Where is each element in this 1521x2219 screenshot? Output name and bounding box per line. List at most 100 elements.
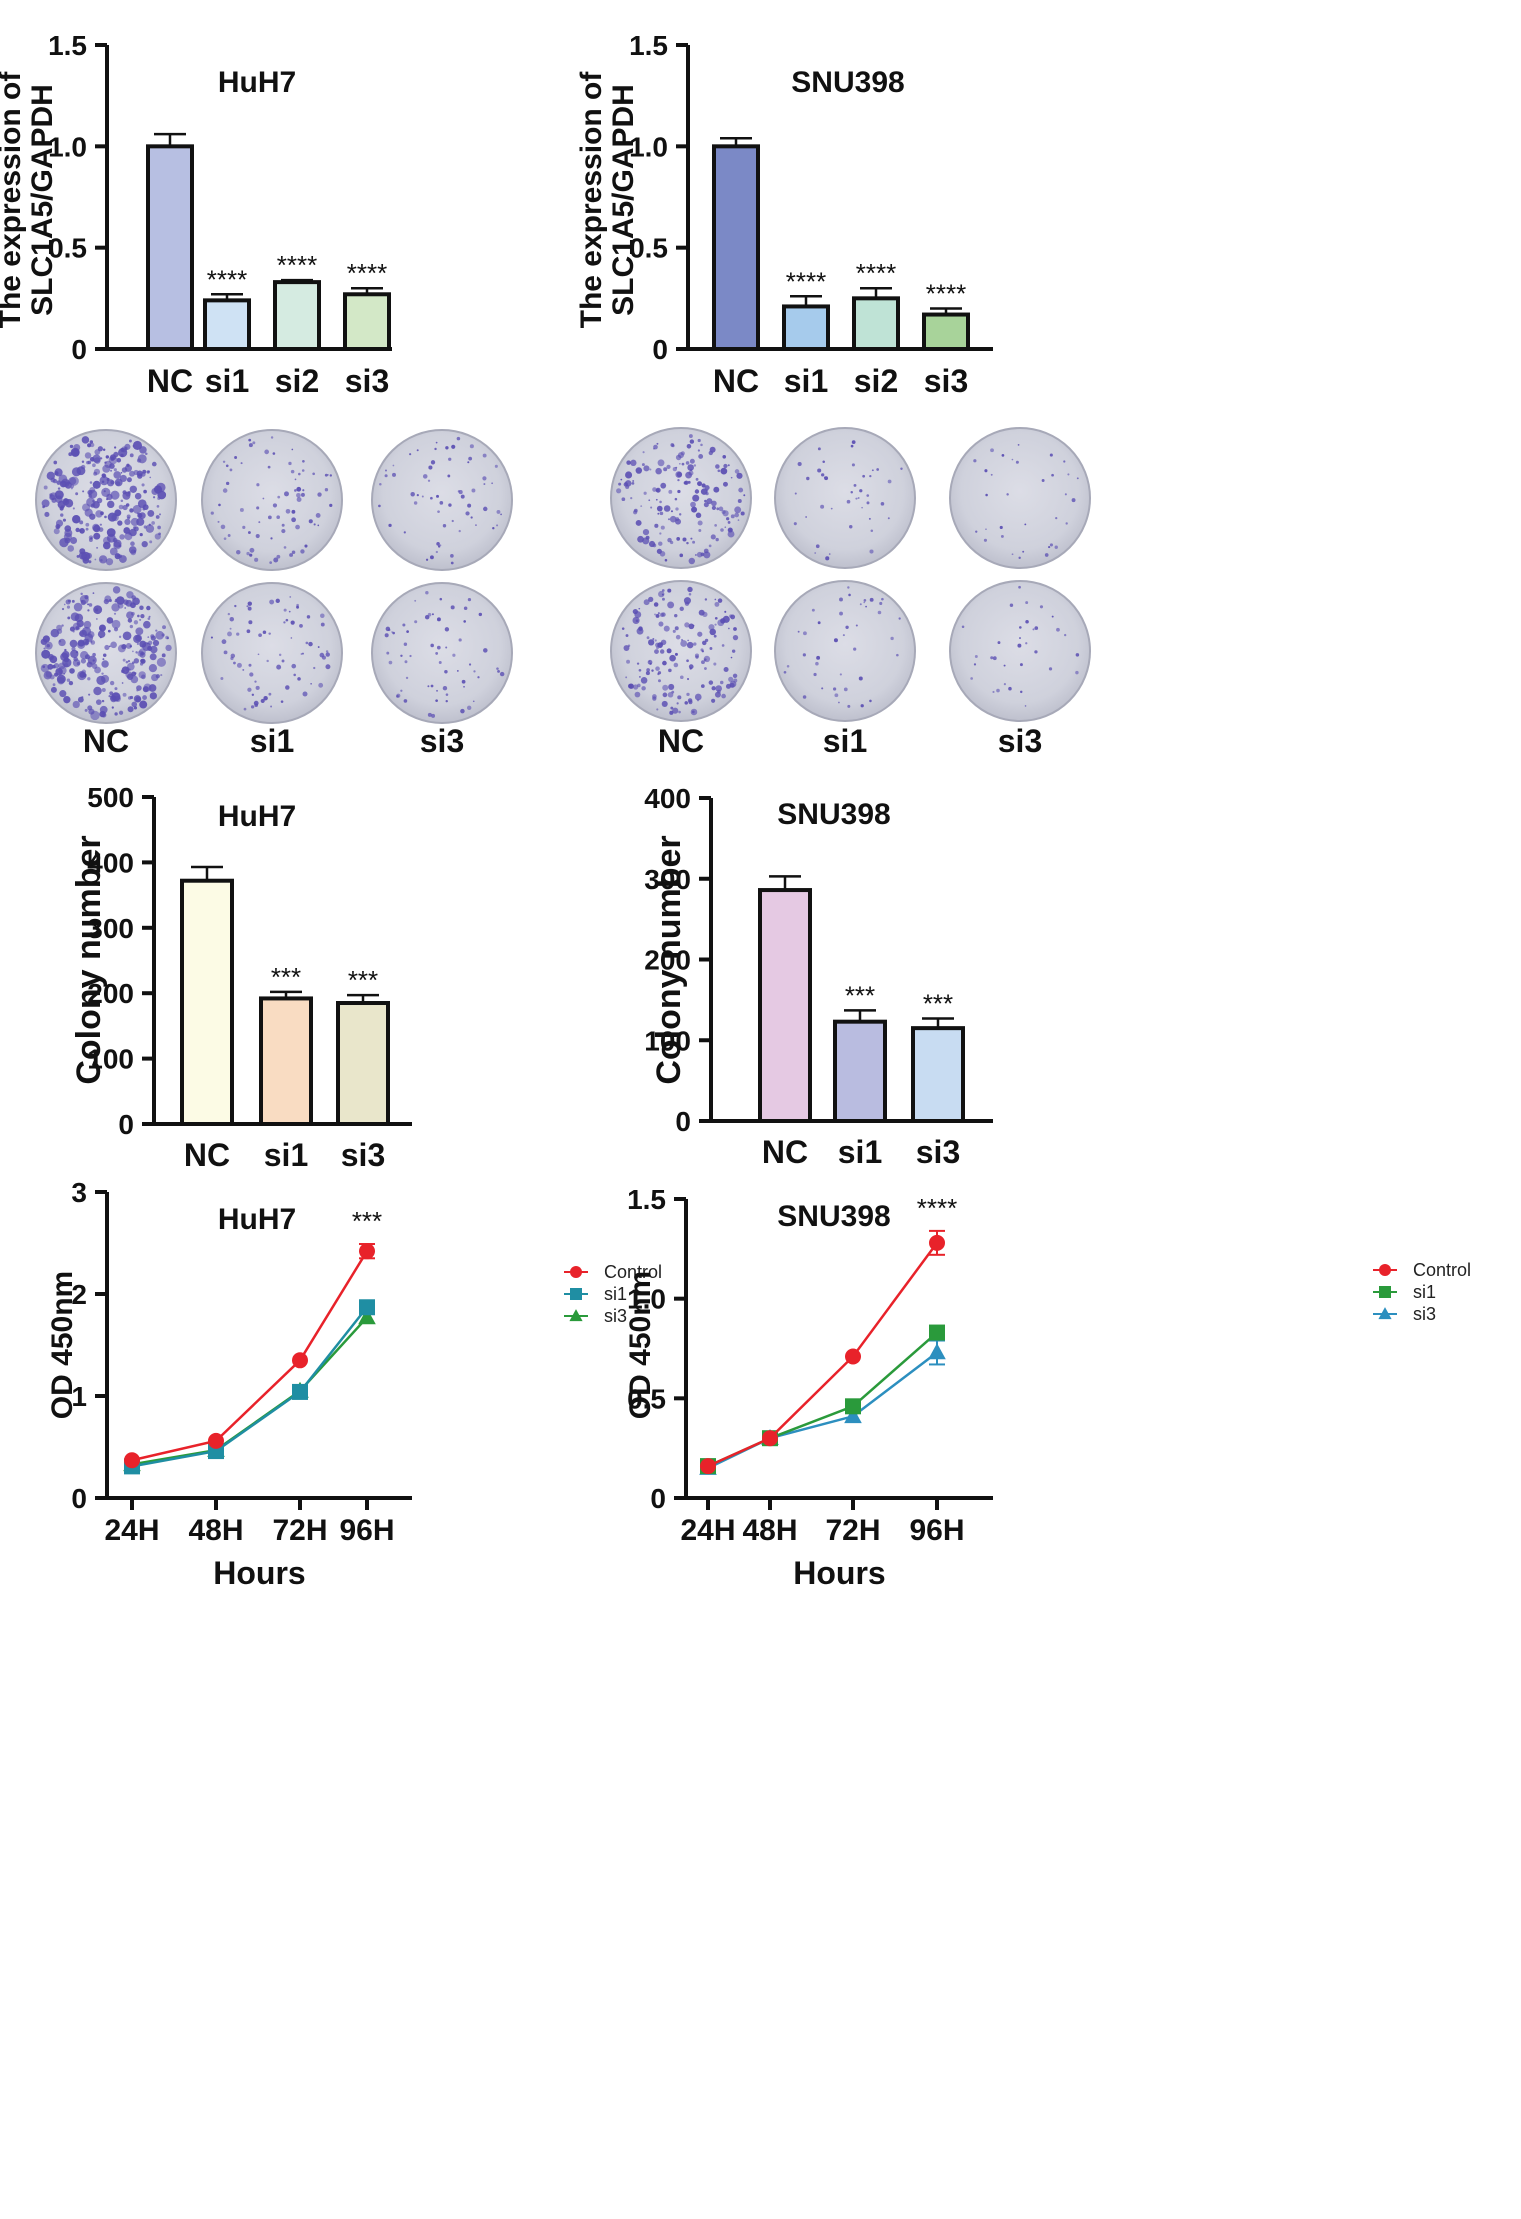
colony-dot (1064, 633, 1067, 637)
colony-dot (702, 640, 707, 646)
colony-dot (79, 529, 82, 532)
colony-dot (430, 460, 436, 465)
colony-dot (973, 663, 977, 666)
colony-dot (71, 448, 80, 457)
colony-dot (697, 438, 701, 443)
colony-dot (72, 700, 80, 709)
colony-dot (656, 442, 659, 445)
colony-dot (155, 674, 160, 679)
colony-dot (290, 469, 295, 474)
colony-dot (63, 657, 70, 663)
colony-dot (79, 671, 86, 678)
significance-label: **** (856, 258, 896, 288)
colony-dot (92, 500, 95, 502)
data-point (292, 1383, 308, 1400)
significance-label: *** (348, 965, 378, 995)
colony-dot (84, 641, 89, 645)
colony-dot (151, 521, 155, 525)
colony-dot (236, 662, 242, 668)
colony-dot (659, 532, 662, 535)
colony-dot (666, 464, 671, 469)
colony-dot (802, 695, 807, 699)
colony-dot (496, 509, 501, 514)
colony-dot (160, 674, 163, 677)
colony-dot (483, 483, 486, 486)
bar (336, 1001, 390, 1127)
colony-dot (730, 614, 736, 620)
colony-dot (673, 662, 679, 668)
chart-title: SNU398 (791, 66, 904, 99)
x-tick-label: si2 (275, 363, 319, 399)
colony-dot (737, 519, 740, 521)
colony-dot (1003, 664, 1006, 667)
colony-dot (124, 464, 132, 472)
colony-dot (851, 440, 856, 444)
colony-dot (108, 695, 111, 698)
colony-dot (1048, 546, 1051, 549)
colony-dot (687, 464, 694, 471)
colony-dot (147, 509, 155, 517)
colony-dot (470, 516, 473, 519)
colony-dot (127, 659, 131, 663)
colony-dot (715, 464, 720, 469)
colony-dot (450, 553, 454, 558)
colony-dot (99, 705, 108, 714)
colony-dot (143, 620, 151, 629)
series-line (707, 1242, 939, 1468)
colony-dot (635, 619, 639, 623)
colony-dot (409, 654, 412, 658)
colony-dot (80, 599, 84, 603)
legend-label: si1 (1413, 1282, 1436, 1302)
legend-marker (570, 1288, 582, 1300)
colony-dot (436, 617, 441, 622)
colony-dot (700, 443, 703, 447)
colony-dot (89, 481, 93, 484)
colony-dot (839, 673, 842, 676)
colony-dot (436, 689, 438, 692)
colony-dot (127, 706, 134, 713)
colony-dot (1051, 615, 1054, 618)
colony-dot (141, 652, 144, 655)
colony-dot (277, 495, 281, 499)
colony-dot (301, 652, 304, 655)
data-point (928, 1343, 946, 1360)
colony-dot (421, 495, 424, 498)
colony-dot (299, 624, 303, 628)
colony-dot (147, 470, 150, 473)
colony-dot (250, 705, 255, 709)
panel-a-bar-chart: HuH7 The expression ofSLC1A5/GAPDH 0 0.5 1.0… (0, 30, 392, 399)
colony-dot (618, 482, 622, 486)
colony-dot (248, 443, 253, 448)
colony-dot (434, 447, 437, 451)
culture-plate (774, 427, 916, 569)
colony-dot (815, 661, 819, 666)
colony-dot (403, 642, 408, 646)
colony-dot (129, 453, 134, 458)
colony-dot (660, 525, 665, 530)
colony-dot (1049, 543, 1053, 547)
colony-dot (161, 653, 166, 658)
colony-dot (124, 518, 131, 526)
colony-dot (410, 491, 415, 497)
y-axis-label-line-1: The expression of (0, 71, 27, 329)
colony-dot (58, 638, 66, 647)
colony-dot (1006, 493, 1009, 496)
colony-dot (793, 522, 797, 526)
colony-dot (686, 677, 690, 681)
colony-dot (437, 545, 441, 548)
colony-dot (651, 669, 654, 672)
bar (782, 304, 830, 352)
colony-dot (403, 531, 406, 534)
colony-dot (649, 468, 652, 471)
plate-label: si3 (998, 723, 1042, 759)
colony-dot (708, 624, 715, 631)
y-tick-label: 0.5 (629, 233, 668, 264)
colony-dot (985, 528, 987, 531)
colony-dot (147, 617, 151, 620)
colony-dot (416, 493, 419, 497)
colony-dot (704, 485, 710, 491)
colony-dot (688, 700, 693, 705)
colony-dot (663, 467, 668, 472)
colony-dot (69, 668, 75, 674)
bar (712, 144, 760, 351)
